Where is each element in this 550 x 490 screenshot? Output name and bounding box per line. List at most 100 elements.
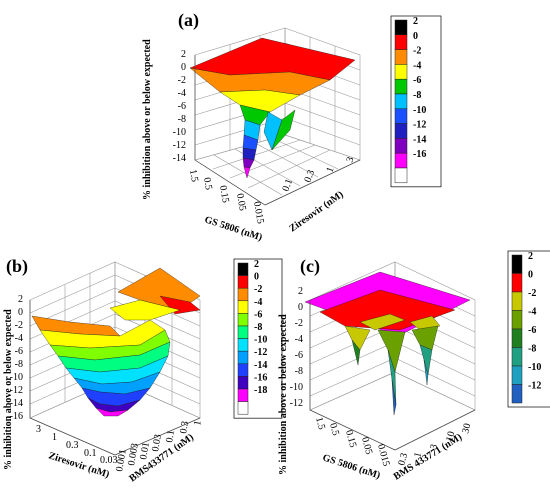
surface-band bbox=[359, 313, 406, 331]
z-axis-label: % inhibition above or below expected bbox=[3, 309, 14, 470]
x-tick-label: 1.5 bbox=[313, 416, 327, 431]
legend-swatch bbox=[394, 78, 408, 95]
z-tick-label: -8 bbox=[295, 366, 303, 377]
z-tick-label: 0 bbox=[181, 62, 186, 73]
y-tick-label: 0.3 bbox=[302, 169, 317, 185]
legend-label: -16 bbox=[254, 372, 267, 383]
legend-swatch bbox=[511, 273, 523, 293]
y-tick-label: 3 bbox=[344, 156, 356, 164]
z-tick-label: -10 bbox=[10, 372, 23, 383]
legend-label: 0 bbox=[528, 270, 533, 281]
legend-swatch bbox=[394, 64, 408, 80]
panel-label: (b) bbox=[6, 256, 28, 277]
front-edges bbox=[309, 300, 476, 451]
z-tick-label: -12 bbox=[10, 385, 23, 396]
legend-label: -16 bbox=[413, 149, 426, 160]
y-tick-labels: 0.1 0.3 1 3 bbox=[280, 156, 356, 193]
panel-b: (b) bbox=[3, 256, 283, 484]
y-tick-label: 0.01 bbox=[138, 441, 152, 460]
legend-label: 0 bbox=[413, 31, 418, 42]
x-tick-label: 0.015 bbox=[375, 443, 391, 468]
x-tick-label: 0.03 bbox=[100, 455, 118, 466]
legend-swatch bbox=[394, 167, 408, 184]
legend-label: -2 bbox=[413, 46, 421, 57]
legend-swatch bbox=[237, 363, 249, 377]
front-edges bbox=[194, 55, 361, 206]
z-tick-label: -6 bbox=[15, 346, 23, 357]
legend-swatch bbox=[511, 384, 523, 404]
z-tick-label: -14 bbox=[10, 398, 23, 409]
z-tick-label: 2 bbox=[18, 294, 23, 305]
z-tick-label: -2 bbox=[178, 75, 186, 86]
z-tick-label: -10 bbox=[173, 127, 186, 138]
z-tick-label: -16 bbox=[10, 411, 23, 422]
z-tick-label: -2 bbox=[15, 320, 23, 331]
legend-swatch bbox=[394, 19, 408, 36]
legend-label: 0 bbox=[254, 272, 259, 283]
legend-swatch bbox=[237, 300, 249, 314]
y-tick-label: 1 bbox=[412, 451, 424, 459]
legend-label: -12 bbox=[254, 347, 267, 358]
z-tick-label: 0 bbox=[18, 307, 23, 318]
z-tick-label: 2 bbox=[181, 49, 186, 60]
x-tick-labels: 3 1 0.3 0.1 0.03 bbox=[36, 424, 118, 466]
z-tick-labels: 2 0 -2 -4 -6 -8 -10 -12 -14 -16 bbox=[10, 294, 23, 422]
y-tick-label: 3 bbox=[428, 443, 440, 451]
legend-swatch bbox=[394, 49, 408, 65]
surface-band bbox=[243, 166, 251, 179]
legend-swatch bbox=[511, 347, 523, 367]
legend-label: -4 bbox=[254, 297, 262, 308]
surface bbox=[31, 267, 201, 417]
surface-band bbox=[409, 315, 441, 331]
legend-label: -2 bbox=[528, 288, 536, 299]
legend: 2 0 -2 -4 -6 -8 -10 -12 bbox=[507, 250, 550, 408]
y-tick-label: 0.1 bbox=[280, 178, 295, 194]
z-axis-label: % inhibition above or below expected bbox=[278, 314, 289, 475]
z-tick-label: 2 bbox=[298, 286, 303, 297]
legend-swatch bbox=[511, 328, 523, 348]
surface-band bbox=[219, 89, 301, 113]
x-tick-label: 0.5 bbox=[201, 177, 214, 191]
x-tick-label: 0.5 bbox=[327, 422, 341, 437]
legend-swatch bbox=[237, 388, 249, 402]
legend-label: 2 bbox=[528, 251, 533, 262]
y-tick-label: 30 bbox=[460, 422, 473, 435]
y-tick-label: 1 bbox=[192, 420, 204, 427]
surface bbox=[304, 271, 471, 416]
x-tick-label: 0.05 bbox=[234, 193, 248, 212]
z-tick-label: -12 bbox=[173, 140, 186, 151]
z-tick-label: -8 bbox=[15, 359, 23, 370]
legend-swatch bbox=[237, 313, 249, 327]
surface-band bbox=[109, 299, 181, 321]
legend-label: -2 bbox=[254, 284, 262, 295]
x-tick-label: 0.15 bbox=[343, 429, 358, 449]
legend-frame bbox=[233, 258, 283, 419]
legend-swatch bbox=[394, 152, 408, 169]
legend-label: -12 bbox=[528, 381, 541, 392]
legend-label: -14 bbox=[413, 134, 426, 145]
x-tick-label: 0.05 bbox=[359, 436, 374, 456]
legend-label: -4 bbox=[413, 60, 421, 71]
legend: 2 0 -2 -4 -6 -8 -10 -12 -14 -16 bbox=[390, 15, 442, 188]
z-tick-label: -12 bbox=[290, 398, 303, 409]
legend-label: -8 bbox=[413, 90, 421, 101]
z-tick-label: -6 bbox=[295, 350, 303, 361]
surface-band bbox=[271, 109, 296, 151]
legend-label: -10 bbox=[254, 335, 267, 346]
z-tick-label: -6 bbox=[178, 101, 186, 112]
legend-swatch bbox=[394, 93, 408, 110]
z-tick-label: -14 bbox=[173, 153, 186, 164]
surface-band bbox=[411, 325, 439, 351]
legend-label: -10 bbox=[528, 362, 541, 373]
y-tick-label: 0.03 bbox=[150, 433, 164, 452]
surface bbox=[189, 37, 356, 179]
y-tick-label: 1 bbox=[324, 166, 336, 174]
legend-frame bbox=[507, 250, 550, 408]
legend-swatch bbox=[394, 138, 408, 154]
legend-swatch bbox=[237, 287, 249, 302]
legend-label: -6 bbox=[528, 325, 536, 336]
legend-swatch bbox=[394, 123, 408, 139]
legend-label: 2 bbox=[254, 259, 259, 270]
y-tick-label: 0.001 bbox=[114, 448, 129, 472]
z-tick-label: -8 bbox=[178, 114, 186, 125]
